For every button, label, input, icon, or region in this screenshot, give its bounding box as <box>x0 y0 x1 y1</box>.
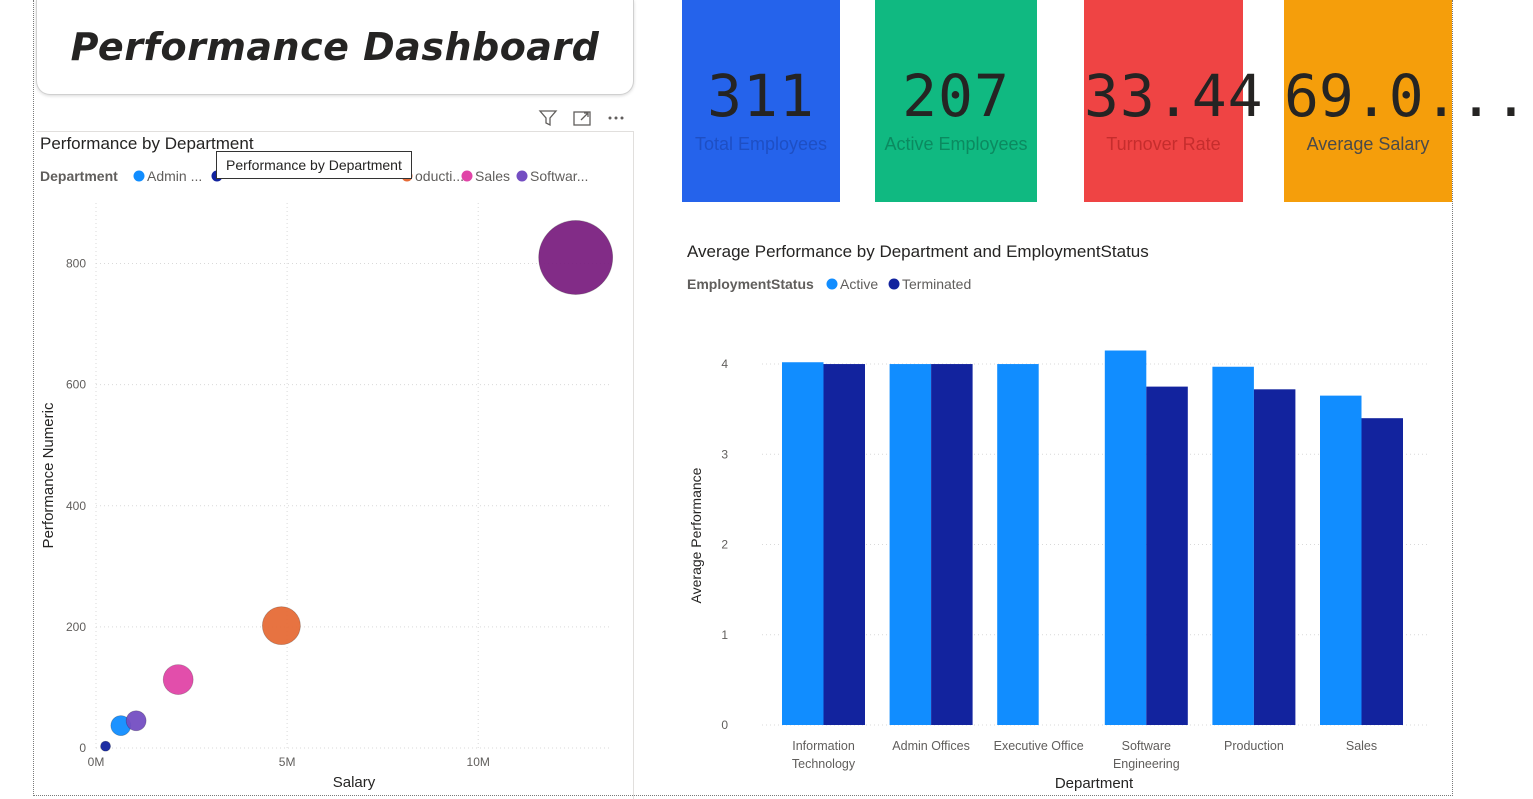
bar <box>1104 350 1147 725</box>
legend-marker <box>888 278 900 290</box>
bar <box>931 364 973 725</box>
x-tick-label: Sales <box>1346 739 1377 753</box>
scatter-point-outline <box>100 740 111 752</box>
bar <box>997 364 1039 725</box>
scatter-point <box>126 710 147 731</box>
legend-item: Softwar... <box>530 168 588 184</box>
bar <box>1361 418 1403 725</box>
visual-header <box>538 106 634 130</box>
legend-marker <box>826 278 838 290</box>
x-tick-label: Executive Office <box>994 739 1084 753</box>
legend-item: oducti... <box>415 168 464 184</box>
scatter-point-outline <box>125 710 147 732</box>
bar <box>1146 386 1188 725</box>
legend-marker <box>133 170 145 182</box>
y-tick-label: 2 <box>721 538 728 552</box>
y-axis-label: Average Performance <box>688 467 704 603</box>
kpi-label: Active Employees <box>884 134 1028 154</box>
x-axis-label: Department <box>1055 775 1134 792</box>
scatter-point <box>163 664 194 695</box>
filter-icon[interactable] <box>538 108 558 128</box>
kpi-card-turnover-rate: 33.44 Turnover Rate <box>1084 0 1264 202</box>
y-tick-label: 200 <box>66 620 86 634</box>
focus-mode-icon[interactable] <box>572 108 592 128</box>
tooltip: Performance by Department <box>216 151 412 179</box>
bar <box>782 362 824 725</box>
scatter-point <box>262 606 301 645</box>
legend-item: Terminated <box>902 276 971 292</box>
y-axis-label: Performance Numeric <box>40 402 57 548</box>
scatter-chart[interactable]: Performance by Department Department Admin… <box>36 131 634 799</box>
scatter-title: Performance by Department <box>40 134 254 153</box>
y-tick-label: 3 <box>721 447 728 461</box>
y-tick-label: 1 <box>721 628 728 642</box>
legend-title: Department <box>40 168 118 184</box>
legend-item: Admin ... <box>147 168 202 184</box>
kpi-value: 311 <box>707 62 815 130</box>
scatter-point-outline <box>262 606 301 646</box>
more-options-icon[interactable] <box>606 108 626 128</box>
x-tick-label: Technology <box>792 757 856 771</box>
page-title: Performance Dashboard <box>70 25 600 69</box>
bar <box>889 364 932 725</box>
y-tick-label: 600 <box>66 378 86 392</box>
y-tick-label: 4 <box>721 357 728 371</box>
kpi-value: 207 <box>902 62 1010 130</box>
kpi-value: 69.0... <box>1284 62 1529 130</box>
legend-marker <box>516 170 528 182</box>
x-tick-label: Admin Offices <box>892 739 970 753</box>
kpi-card-average-salary: 69.0... Average Salary <box>1284 0 1529 202</box>
legend-title: EmploymentStatus <box>687 276 814 292</box>
kpi-value: 33.44 <box>1084 62 1264 130</box>
x-tick-label: Software <box>1122 739 1171 753</box>
x-tick-label: Information <box>792 739 855 753</box>
scatter-point <box>538 220 613 295</box>
scatter-point <box>100 741 111 752</box>
legend-item: Sales <box>475 168 510 184</box>
y-tick-label: 800 <box>66 257 86 271</box>
bar <box>1212 366 1254 725</box>
kpi-card-active-employees: 207 Active Employees <box>875 0 1037 202</box>
kpi-label: Average Salary <box>1306 134 1430 154</box>
bar-chart[interactable]: Average Performance by Department and Em… <box>680 230 1450 796</box>
kpi-card-total-employees: 311 Total Employees <box>682 0 840 202</box>
report-canvas-border <box>33 0 1453 796</box>
scatter-panel <box>36 131 634 799</box>
bar-chart-title: Average Performance by Department and Em… <box>687 242 1149 261</box>
kpi-label: Total Employees <box>694 134 828 154</box>
scatter-point-outline <box>162 664 194 695</box>
bar <box>1320 395 1362 725</box>
y-tick-label: 0 <box>79 741 86 755</box>
legend-marker <box>461 170 473 182</box>
x-axis-label: Salary <box>333 774 376 791</box>
x-tick-label: 5M <box>279 755 296 769</box>
scatter-point <box>110 715 131 736</box>
x-tick-label: Engineering <box>1113 757 1180 771</box>
y-tick-label: 0 <box>721 718 728 732</box>
x-tick-label: 10M <box>467 755 490 769</box>
legend-item: Active <box>840 276 878 292</box>
x-tick-label: Production <box>1224 739 1284 753</box>
title-card: Performance Dashboard <box>36 0 634 95</box>
x-tick-label: 0M <box>88 755 105 769</box>
kpi-label: Turnover Rate <box>1106 134 1221 154</box>
bar <box>823 364 865 725</box>
scatter-point-outline <box>538 220 614 295</box>
y-tick-label: 400 <box>66 499 86 513</box>
bar <box>1253 389 1296 725</box>
